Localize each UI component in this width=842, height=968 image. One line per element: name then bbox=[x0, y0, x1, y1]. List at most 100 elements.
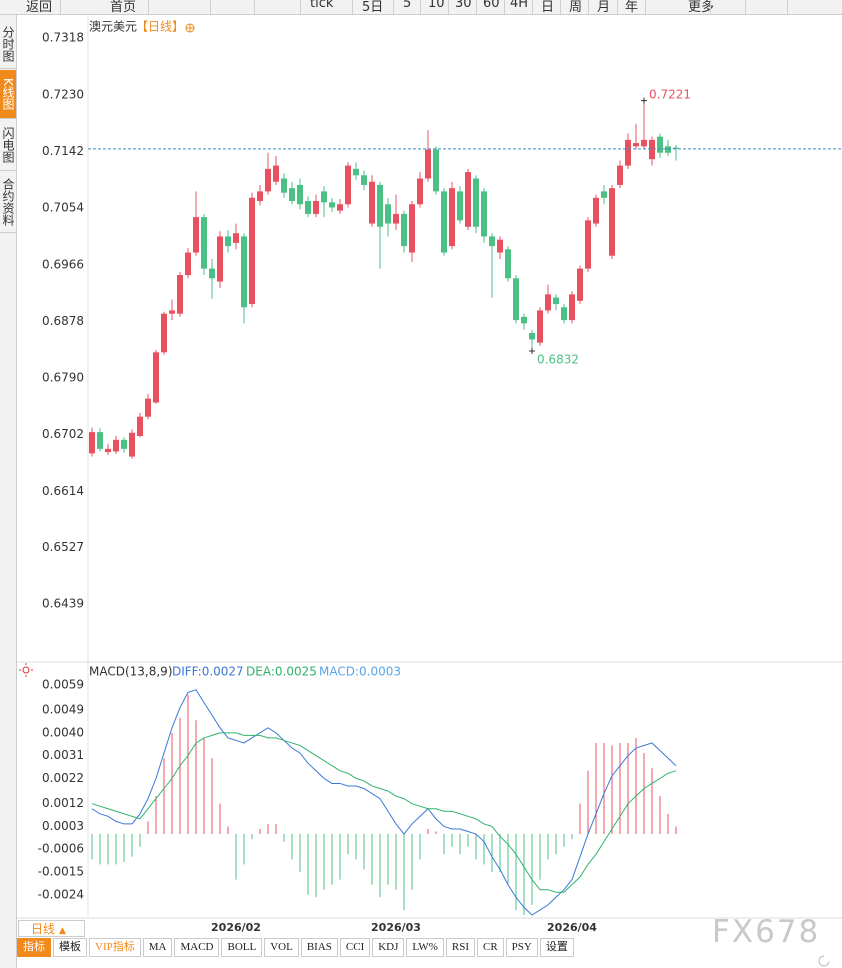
toolbar-separator bbox=[787, 0, 788, 14]
y-tick-label: 0.0003 bbox=[42, 819, 84, 833]
sidebar-tab[interactable]: 分时图 bbox=[0, 20, 16, 69]
y-tick-label: 0.6878 bbox=[42, 314, 84, 328]
toolbar-item[interactable]: 5日 bbox=[362, 0, 384, 15]
legend-entry: DEA:0.0025 bbox=[246, 665, 317, 679]
candle-body bbox=[673, 147, 679, 149]
candle-body bbox=[241, 236, 247, 308]
candle-body bbox=[193, 217, 199, 253]
period-button[interactable]: 日线 ▲ bbox=[18, 920, 85, 937]
candle-body bbox=[289, 188, 295, 202]
indicator-tab[interactable]: LW% bbox=[406, 938, 444, 957]
toolbar-separator bbox=[745, 0, 746, 14]
toolbar-separator bbox=[476, 0, 477, 14]
toolbar-item[interactable]: 日 bbox=[541, 0, 555, 15]
candle-body bbox=[601, 191, 607, 198]
toolbar-item[interactable]: 4H bbox=[510, 0, 529, 11]
candle-body bbox=[465, 172, 471, 227]
indicator-tab[interactable]: CR bbox=[476, 938, 504, 957]
candle-body bbox=[209, 268, 215, 279]
candle-body bbox=[393, 213, 399, 224]
toolbar-item[interactable]: 首页 bbox=[110, 0, 137, 15]
toolbar-item[interactable]: 10 bbox=[428, 0, 445, 11]
sidebar-tab[interactable]: K线图 bbox=[0, 70, 16, 119]
toolbar-separator bbox=[254, 0, 255, 14]
candle-body bbox=[633, 143, 639, 147]
candle-body bbox=[177, 275, 183, 314]
toolbar-separator bbox=[532, 0, 533, 14]
min-label: 0.6832 bbox=[537, 353, 579, 367]
y-tick-label: 0.6439 bbox=[42, 596, 84, 610]
indicator-tab[interactable]: VOL bbox=[264, 938, 299, 957]
toolbar-item[interactable]: 年 bbox=[625, 0, 639, 15]
candle-body bbox=[433, 149, 439, 192]
candle-body bbox=[497, 239, 503, 253]
indicator-tab[interactable]: RSI bbox=[445, 938, 475, 957]
candle-body bbox=[249, 197, 255, 305]
indicator-tab[interactable]: VIP指标 bbox=[89, 938, 141, 957]
candle-body bbox=[409, 204, 415, 253]
indicator-tab[interactable]: PSY bbox=[505, 938, 538, 957]
indicator-title: MACD(13,8,9) bbox=[89, 665, 173, 679]
y-tick-label: -0.0006 bbox=[38, 842, 84, 856]
sidebar-tab[interactable]: 合约资料 bbox=[0, 172, 16, 233]
candle-body bbox=[553, 297, 559, 305]
settings-icon[interactable] bbox=[19, 663, 33, 677]
toolbar-item[interactable]: 周 bbox=[569, 0, 583, 15]
candle-body bbox=[561, 307, 567, 321]
candle-body bbox=[337, 204, 343, 211]
indicator-tab[interactable]: 模板 bbox=[53, 938, 87, 957]
y-tick-label: 0.6527 bbox=[42, 540, 84, 554]
candle-body bbox=[105, 448, 111, 453]
y-tick-label: 0.7142 bbox=[42, 144, 84, 158]
candle-body bbox=[425, 149, 431, 179]
candle-body bbox=[265, 168, 271, 192]
candle-body bbox=[641, 139, 647, 147]
candle-body bbox=[145, 398, 151, 417]
indicator-tab[interactable]: BIAS bbox=[300, 938, 338, 957]
candle-body bbox=[489, 236, 495, 247]
y-tick-label: 0.7318 bbox=[42, 31, 84, 45]
toolbar-item[interactable]: 60 bbox=[483, 0, 500, 11]
indicator-tab[interactable]: KDJ bbox=[372, 938, 405, 957]
x-tick-label: 2026/04 bbox=[547, 921, 597, 934]
candle-body bbox=[449, 188, 455, 247]
period-label: 日线 bbox=[31, 922, 56, 936]
toolbar-separator bbox=[448, 0, 449, 14]
candle-body bbox=[657, 136, 663, 153]
indicator-tab[interactable]: CCI bbox=[339, 938, 371, 957]
candle-body bbox=[401, 213, 407, 247]
indicator-tab[interactable]: BOLL bbox=[221, 938, 263, 957]
toolbar-item[interactable]: 30 bbox=[455, 0, 472, 11]
candle-body bbox=[321, 191, 327, 203]
add-icon[interactable] bbox=[185, 23, 195, 33]
candle-body bbox=[257, 191, 263, 202]
chart-title: 澳元美元 bbox=[89, 20, 137, 34]
candle-body bbox=[121, 439, 127, 449]
candle-body bbox=[617, 165, 623, 185]
y-tick-label: 0.6790 bbox=[42, 371, 84, 385]
toolbar-item[interactable]: 返回 bbox=[26, 0, 53, 15]
toolbar-item[interactable]: 月 bbox=[597, 0, 611, 15]
indicator-tab[interactable]: 指标 bbox=[17, 938, 51, 957]
sidebar-tab[interactable]: 闪电图 bbox=[0, 120, 16, 171]
indicator-tab[interactable]: MACD bbox=[174, 938, 220, 957]
indicator-tab[interactable]: MA bbox=[142, 938, 173, 957]
candle-body bbox=[217, 236, 223, 282]
y-tick-label: 0.0022 bbox=[42, 771, 84, 785]
candle-body bbox=[529, 332, 535, 340]
toolbar-separator bbox=[588, 0, 589, 14]
toolbar-separator bbox=[300, 0, 301, 14]
y-tick-label: 0.0049 bbox=[42, 703, 84, 717]
indicator-tab[interactable]: 设置 bbox=[539, 938, 574, 957]
toolbar-separator bbox=[710, 0, 711, 14]
bottom-tabs: 指标 模板 VIP指标 MA MACD BOLL VOL BIAS CCI KDJ LW% RSI CR… bbox=[17, 938, 842, 957]
toolbar-item[interactable]: tick bbox=[310, 0, 334, 11]
candle-body bbox=[153, 352, 159, 403]
toolbar-item[interactable]: 5 bbox=[403, 0, 412, 11]
candle-body bbox=[481, 191, 487, 237]
toolbar-item[interactable]: 更多 bbox=[688, 0, 715, 15]
y-tick-label: -0.0015 bbox=[38, 864, 84, 878]
candle-body bbox=[225, 236, 231, 247]
